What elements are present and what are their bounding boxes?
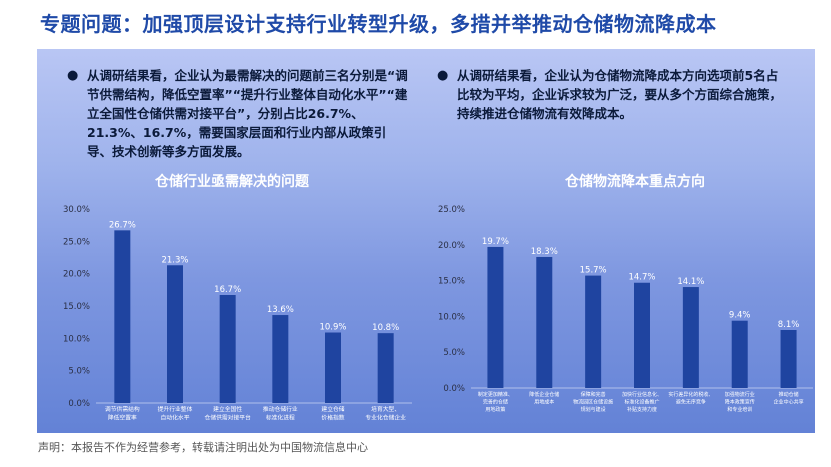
category-label: 避免无序竞争 xyxy=(676,399,706,406)
bullet-left: ● 从调研结果看，企业认为最需解决的问题前三名分别是“调节供需结构，降低空置率”… xyxy=(67,66,409,161)
title-bar: 专题问题：加强顶层设计支持行业转型升级，多措并举推动仓储物流降成本 xyxy=(0,0,831,44)
bar xyxy=(377,333,394,403)
bullet-right: ● 从调研结果看，企业认为仓储物流降成本方向选项前5名占比较为平均，企业诉求较为… xyxy=(437,66,787,123)
category-label: 标准化进程 xyxy=(266,413,295,421)
data-label: 19.7% xyxy=(482,237,509,247)
category-label: 规划与建设 xyxy=(581,406,606,413)
y-tick-label: 25.0% xyxy=(438,205,465,215)
y-tick-label: 15.0% xyxy=(438,277,465,287)
bullet-right-text: 从调研结果看，企业认为仓储物流降成本方向选项前5名占比较为平均，企业诉求较为广泛… xyxy=(457,68,783,121)
y-tick-label: 10.0% xyxy=(63,334,90,344)
category-label: 实行差异化的税收、 xyxy=(668,391,713,398)
category-label: 培育大型、 xyxy=(371,405,400,413)
bar xyxy=(114,230,131,403)
y-tick-label: 15.0% xyxy=(63,302,90,312)
disclaimer-text: 声明：本报告不作为经营参考，转载请注明出处为中国物流信息中心 xyxy=(38,441,368,454)
bar xyxy=(487,246,504,388)
category-label: 企业中心共享 xyxy=(774,399,804,406)
category-label: 建立全国性 xyxy=(213,405,242,413)
bar xyxy=(167,265,183,403)
category-label: 和专业培训 xyxy=(727,406,752,413)
bar xyxy=(325,332,341,403)
category-label: 仓储供需对接平台 xyxy=(204,413,251,421)
bar xyxy=(536,256,553,388)
category-label: 提升行业整体 xyxy=(158,405,193,413)
bullet-dot-icon: ● xyxy=(437,68,449,83)
bar xyxy=(272,315,289,403)
y-tick-label: 0.0% xyxy=(68,399,90,409)
chart-left: 0.0% 5.0% 10.0% 15.0% 20.0% 25.0% 30.0% 26.7% 调节… xyxy=(63,205,412,421)
bullet-dot-icon: ● xyxy=(67,68,79,83)
data-label: 10.9% xyxy=(319,323,346,333)
bullet-left-text: 从调研结果看，企业认为最需解决的问题前三名分别是“调节供需结构，降低空置率”“提… xyxy=(87,68,408,159)
y-tick-label: 30.0% xyxy=(63,205,90,215)
category-label: 建立仓储 xyxy=(321,405,344,413)
y-tick-label: 20.0% xyxy=(438,241,465,251)
bar xyxy=(585,275,602,388)
data-label: 16.7% xyxy=(214,285,241,295)
data-label: 15.7% xyxy=(580,266,607,276)
category-label: 补贴支持力度 xyxy=(627,406,657,413)
bar xyxy=(731,320,748,388)
category-label: 保障和完善 xyxy=(581,391,606,398)
bar xyxy=(780,330,797,388)
y-tick-label: 25.0% xyxy=(63,237,90,247)
category-label: 自动化水平 xyxy=(161,413,190,421)
page-title: 专题问题：加强顶层设计支持行业转型升级，多措并举推动仓储物流降成本 xyxy=(40,12,717,36)
category-label: 降本政策宣传 xyxy=(725,399,755,406)
data-label: 8.1% xyxy=(778,320,800,330)
category-label: 推动仓储行业 xyxy=(263,405,298,413)
y-tick-label: 5.0% xyxy=(68,367,90,377)
category-label: 调节供需结构 xyxy=(105,405,140,413)
data-label: 21.3% xyxy=(161,255,188,265)
category-label: 降低空置率 xyxy=(108,413,137,421)
category-label: 物流园区仓储设施 xyxy=(573,399,613,406)
category-label: 降低企业仓储 xyxy=(529,391,559,398)
category-label: 制定更加精准、 xyxy=(478,391,513,398)
bar xyxy=(219,295,236,403)
category-label: 标准化设备推广 xyxy=(624,399,659,406)
chart-right: 0.0% 5.0% 10.0% 15.0% 20.0% 25.0% 19.7% 制定更加精准、… xyxy=(438,205,813,413)
y-tick-label: 0.0% xyxy=(443,384,465,394)
y-tick-label: 20.0% xyxy=(63,270,90,280)
data-label: 14.7% xyxy=(628,273,655,283)
y-tick-label: 10.0% xyxy=(438,312,465,322)
category-label: 加强物流行业 xyxy=(725,391,755,398)
data-label: 13.6% xyxy=(267,305,294,315)
chart-title-right: 仓储物流降本重点方向 xyxy=(565,174,705,190)
category-label: 用地政策 xyxy=(485,406,505,413)
bar xyxy=(682,287,699,388)
category-label: 推动仓储 xyxy=(779,391,799,398)
data-label: 26.7% xyxy=(109,220,136,230)
y-tick-label: 5.0% xyxy=(443,348,465,358)
data-label: 10.8% xyxy=(372,323,399,333)
data-label: 18.3% xyxy=(531,247,558,257)
data-label: 14.1% xyxy=(677,277,704,287)
category-label: 加快行业信息化、 xyxy=(622,391,662,398)
data-label: 9.4% xyxy=(729,311,751,321)
bar xyxy=(634,282,650,388)
category-label: 专业化仓储企业 xyxy=(365,413,406,421)
category-label: 用地成本 xyxy=(534,399,554,406)
category-label: 完善的仓储 xyxy=(483,399,508,406)
category-label: 价格指数 xyxy=(321,413,344,421)
chart-title-left: 仓储行业亟需解决的问题 xyxy=(155,174,309,190)
